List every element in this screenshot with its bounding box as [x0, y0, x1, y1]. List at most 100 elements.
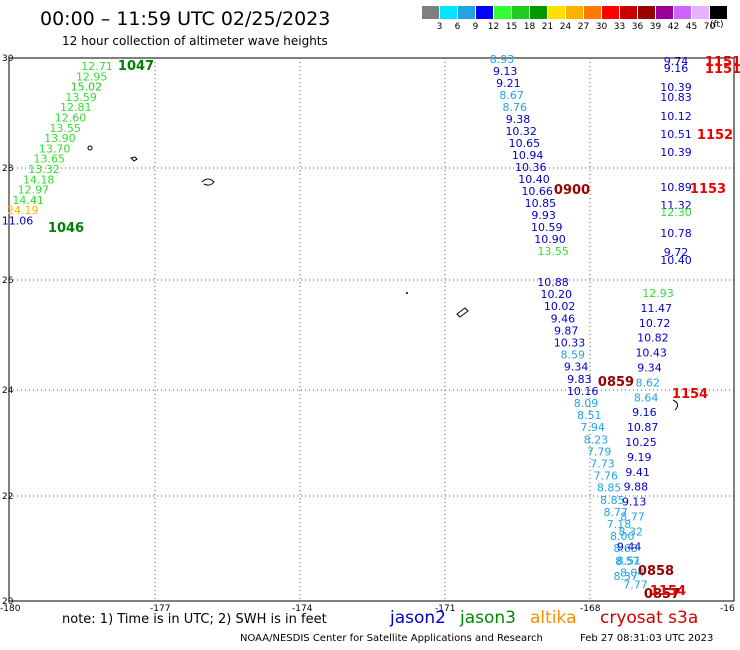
- wave-height-label: 9.16: [664, 62, 689, 75]
- pass-time-label: 1152: [697, 128, 733, 143]
- wave-height-label: 10.59: [531, 221, 563, 234]
- sat-jason3: jason3: [460, 608, 516, 628]
- wave-height-label: 9.46: [551, 312, 576, 325]
- wave-height-label: 13.59: [65, 91, 97, 104]
- wave-height-label: 10.87: [627, 421, 659, 434]
- wave-height-label: 8.57: [615, 555, 640, 568]
- wave-height-label: 9.87: [554, 324, 579, 337]
- islands: [87, 145, 679, 411]
- wave-height-label: 10.94: [512, 149, 544, 162]
- legend-label: 24: [559, 22, 572, 32]
- island-icon: [672, 399, 679, 411]
- wave-height-label: 8.67: [499, 89, 524, 102]
- legend-label: 21: [541, 22, 554, 32]
- wave-height-label: 10.20: [541, 288, 573, 301]
- island-icon: [406, 292, 408, 294]
- wave-height-label: 10.39: [660, 146, 692, 159]
- legend-label: 42: [667, 22, 680, 32]
- pass-time-label: 1154: [672, 387, 708, 402]
- wave-height-label: 10.51: [660, 128, 692, 141]
- wave-height-label: 8.76: [503, 101, 528, 114]
- legend-swatch: [512, 6, 529, 19]
- longitude-label: -177: [150, 604, 170, 614]
- wave-height-label: 10.02: [544, 300, 576, 313]
- wave-height-label: 8.77: [603, 506, 628, 519]
- legend-swatch: [674, 6, 691, 19]
- wave-height-label: 13.90: [44, 132, 76, 145]
- wave-height-label: 9.19: [627, 451, 652, 464]
- latitude-label: 22: [2, 492, 13, 502]
- wave-height-label: 8.32: [619, 525, 644, 538]
- longitude-label: -174: [292, 604, 313, 614]
- wave-height-label: 8.51: [577, 409, 602, 422]
- wave-height-label: 9.34: [564, 361, 589, 374]
- graticule: [9, 58, 734, 601]
- legend-label: 12: [487, 22, 500, 32]
- longitude-label: -16: [720, 604, 735, 614]
- legend-label: 70: [703, 22, 716, 32]
- island-icon: [201, 178, 215, 186]
- map-note: note: 1) Time is in UTC; 2) SWH is in fe…: [62, 612, 327, 627]
- wave-height-label: 12.81: [60, 101, 92, 114]
- wave-height-label: 8.37: [613, 570, 638, 583]
- wave-height-label: 8.64: [634, 391, 659, 404]
- footer-credit: NOAA/NESDIS Center for Satellite Applica…: [240, 633, 543, 644]
- map-title: 00:00 – 11:59 UTC 02/25/2023: [40, 8, 331, 30]
- pass-time-label: 1047: [118, 59, 154, 74]
- wave-height-label: 8.09: [574, 397, 599, 410]
- pass-time-label: 1046: [48, 221, 84, 236]
- island-icon: [456, 307, 469, 318]
- legend-swatch: [566, 6, 583, 19]
- wave-height-label: 9.16: [632, 406, 657, 419]
- pass-time-label: 1151: [705, 55, 740, 70]
- wave-height-label: 7.18: [607, 518, 632, 531]
- longitude-label: -168: [580, 604, 601, 614]
- wave-height-label: 12.60: [55, 112, 87, 125]
- wave-height-label: 9.41: [625, 466, 650, 479]
- wave-height-label: 9.38: [506, 113, 531, 126]
- wave-height-label: 13.55: [537, 245, 569, 258]
- legend-unit: (ft): [710, 20, 724, 30]
- legend-swatch: [602, 6, 619, 19]
- wave-height-label: 9.88: [624, 481, 649, 494]
- legend-swatch: [692, 6, 709, 19]
- wave-height-label: 7.79: [587, 445, 612, 458]
- wave-height-label: 8.51: [617, 554, 642, 567]
- legend-label: 45: [685, 22, 698, 32]
- pass-time-label: 0859: [598, 375, 634, 390]
- wave-height-label: 10.66: [521, 185, 553, 198]
- island-icon: [87, 145, 93, 151]
- longitude-labels: -180 -177 -174 -171 -168 -16: [0, 604, 735, 614]
- legend-label: 39: [649, 22, 662, 32]
- wave-height-label: 10.36: [515, 161, 547, 174]
- legend-swatch: [638, 6, 655, 19]
- map-frame: [8, 57, 735, 602]
- sat-altika: altika: [530, 608, 577, 628]
- latitude-label: 20: [2, 597, 14, 607]
- wave-height-label: 10.40: [660, 254, 692, 267]
- wave-height-label: 10.85: [525, 197, 557, 210]
- wave-height-label: 9.44: [617, 540, 642, 553]
- wave-height-label: 13.32: [28, 163, 60, 176]
- island-icon: [130, 156, 138, 162]
- wave-height-label: 10.40: [518, 173, 550, 186]
- wave-height-label: 10.25: [625, 436, 657, 449]
- wave-height-label: 9.93: [531, 209, 556, 222]
- wave-height-label: 12.97: [18, 184, 50, 197]
- wave-height-label: 8.04: [620, 566, 645, 579]
- wave-height-label: 8.00: [610, 530, 635, 543]
- wave-height-label: 8.85: [600, 494, 625, 507]
- wave-height-label: 14.18: [23, 173, 55, 186]
- legend-swatch: [584, 6, 601, 19]
- legend-label: 9: [472, 22, 479, 32]
- wave-height-label: 12.71: [81, 60, 113, 73]
- wave-height-label: 7.73: [590, 458, 615, 471]
- wave-height-label: 13.70: [39, 142, 71, 155]
- sat-cryosat: cryosat s3a: [600, 608, 699, 628]
- pass-time-label: 1153: [690, 182, 726, 197]
- legend-label: 36: [631, 22, 644, 32]
- legend-label: 6: [454, 22, 461, 32]
- wave-height-label: 9.72: [664, 246, 689, 259]
- legend-swatch: [476, 6, 493, 19]
